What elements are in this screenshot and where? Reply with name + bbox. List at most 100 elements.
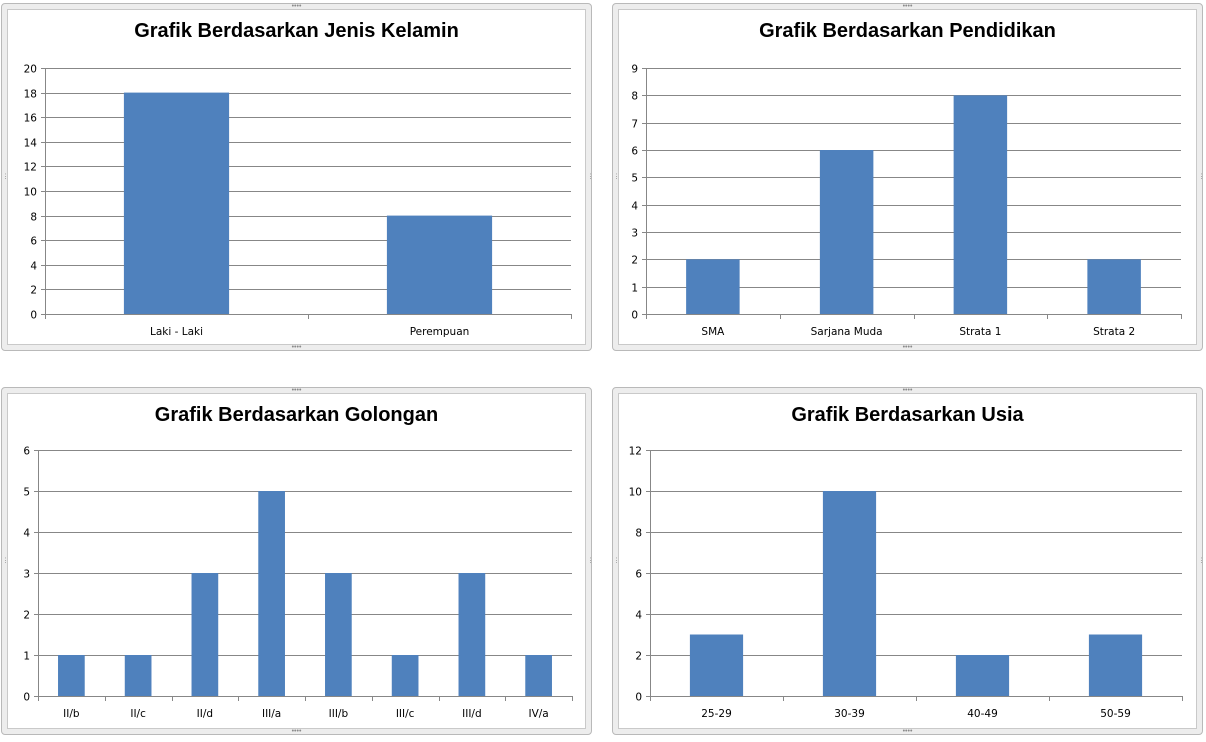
y-tick-label: 10 bbox=[24, 187, 37, 199]
y-tick-label: 2 bbox=[23, 610, 30, 622]
resize-handle-top[interactable]: •••• bbox=[902, 387, 913, 394]
y-tick-label: 6 bbox=[631, 146, 638, 158]
resize-handle-bottom[interactable]: •••• bbox=[902, 344, 913, 351]
y-tick-label: 5 bbox=[23, 487, 30, 499]
x-tick-label: Strata 2 bbox=[1093, 326, 1135, 338]
x-tick-label: 30-39 bbox=[834, 708, 865, 720]
bar-chart: 0 2 4 6 8 10 12 25-29 30-39 40-49 50-59 bbox=[629, 446, 1183, 720]
y-tick-label: 10 bbox=[629, 487, 642, 499]
y-tick-label: 1 bbox=[23, 651, 30, 663]
resize-handle-bottom[interactable]: •••• bbox=[902, 728, 913, 735]
resize-handle-left[interactable]: ⋮ bbox=[613, 173, 620, 181]
x-tick-label: IV/a bbox=[528, 708, 548, 720]
x-tick-label: Sarjana Muda bbox=[811, 326, 883, 338]
bar bbox=[458, 573, 486, 696]
y-tick-label: 4 bbox=[23, 528, 30, 540]
bar bbox=[391, 655, 419, 696]
bar bbox=[819, 150, 874, 314]
resize-handle-right[interactable]: ⋮ bbox=[587, 173, 594, 181]
y-tick-label: 12 bbox=[629, 446, 642, 458]
x-tick-label: II/c bbox=[130, 708, 146, 720]
y-tick-label: 2 bbox=[30, 285, 37, 297]
y-tick-label: 6 bbox=[23, 446, 30, 458]
chart-title: Grafik Berdasarkan Pendidikan bbox=[759, 20, 1056, 42]
bar bbox=[686, 259, 740, 314]
bar bbox=[325, 573, 352, 696]
bar bbox=[525, 655, 552, 696]
chart-area: Grafik Berdasarkan Golongan 0 1 2 3 4 5 6 II/b I… bbox=[7, 393, 586, 729]
y-tick-label: 20 bbox=[24, 64, 37, 76]
bar bbox=[258, 491, 285, 696]
chart-area: Grafik Berdasarkan Jenis Kelamin 0 2 4 6 8 10… bbox=[7, 9, 586, 345]
resize-handle-bottom[interactable]: •••• bbox=[291, 344, 302, 351]
x-tick-label: II/b bbox=[63, 708, 80, 720]
resize-handle-right[interactable]: ⋮ bbox=[1198, 557, 1205, 565]
x-tick-label: III/d bbox=[462, 708, 482, 720]
resize-handle-bottom[interactable]: •••• bbox=[291, 728, 302, 735]
resize-handle-top[interactable]: •••• bbox=[291, 387, 302, 394]
bar bbox=[191, 573, 219, 696]
x-tick-label: Strata 1 bbox=[959, 326, 1001, 338]
chart-title: Grafik Berdasarkan Usia bbox=[791, 404, 1024, 426]
y-tick-label: 18 bbox=[24, 89, 37, 101]
chart-frame-pendidikan[interactable]: •••• •••• ⋮ ⋮ Grafik Berdasarkan Pendidi… bbox=[612, 3, 1205, 351]
x-tick-label: 25-29 bbox=[701, 708, 732, 720]
bar bbox=[953, 95, 1008, 314]
y-tick-label: 6 bbox=[30, 236, 37, 248]
x-tick-label: Laki - Laki bbox=[150, 326, 203, 338]
chart-frame-golongan[interactable]: •••• •••• ⋮ ⋮ Grafik Berdasarkan Golonga… bbox=[1, 387, 594, 735]
y-tick-label: 0 bbox=[30, 310, 37, 322]
bar-chart: 0 2 4 6 8 10 12 14 16 18 20 Laki - Laki Perempuan bbox=[24, 64, 572, 338]
y-tick-label: 1 bbox=[631, 283, 638, 295]
x-tick-label: 50-59 bbox=[1100, 708, 1131, 720]
resize-handle-top[interactable]: •••• bbox=[902, 3, 913, 10]
y-tick-label: 6 bbox=[635, 569, 642, 581]
x-tick-label: II/d bbox=[197, 708, 213, 720]
chart-title: Grafik Berdasarkan Jenis Kelamin bbox=[134, 20, 459, 42]
bar bbox=[822, 491, 877, 696]
y-tick-label: 4 bbox=[631, 201, 638, 213]
y-tick-label: 14 bbox=[24, 138, 38, 150]
resize-handle-right[interactable]: ⋮ bbox=[587, 557, 594, 565]
y-tick-label: 3 bbox=[631, 228, 638, 240]
y-tick-label: 0 bbox=[631, 310, 638, 322]
y-tick-label: 0 bbox=[23, 692, 30, 704]
bar bbox=[1087, 259, 1141, 314]
x-tick-label: 40-49 bbox=[967, 708, 998, 720]
chart-frame-jenis-kelamin[interactable]: •••• •••• ⋮ ⋮ Grafik Berdasarkan Jenis K… bbox=[1, 3, 594, 351]
resize-handle-top[interactable]: •••• bbox=[291, 3, 302, 10]
x-tick-label: III/b bbox=[329, 708, 349, 720]
bar bbox=[689, 634, 744, 696]
bar-chart: 0 1 2 3 4 5 6 II/b II/c II/d III/a III/b III/c III/d I… bbox=[23, 446, 573, 720]
resize-handle-right[interactable]: ⋮ bbox=[1198, 173, 1205, 181]
bar bbox=[124, 655, 152, 696]
resize-handle-left[interactable]: ⋮ bbox=[613, 557, 620, 565]
bar-chart: 0 1 2 3 4 5 6 7 8 9 SMA Sarjana Muda Strata 1 Strata … bbox=[631, 64, 1182, 338]
bar bbox=[955, 655, 1010, 696]
x-tick-label: III/a bbox=[262, 708, 281, 720]
y-tick-label: 4 bbox=[30, 261, 37, 273]
resize-handle-left[interactable]: ⋮ bbox=[2, 173, 9, 181]
bar bbox=[386, 215, 493, 314]
y-tick-label: 8 bbox=[30, 212, 37, 224]
bar bbox=[123, 92, 230, 314]
bar bbox=[58, 655, 85, 696]
chart-area: Grafik Berdasarkan Usia 0 2 4 6 8 10 12 25-29 30… bbox=[618, 393, 1197, 729]
y-tick-label: 5 bbox=[631, 173, 638, 185]
chart-title: Grafik Berdasarkan Golongan bbox=[154, 404, 439, 426]
y-tick-label: 16 bbox=[24, 113, 38, 125]
y-tick-label: 8 bbox=[635, 528, 642, 540]
bar bbox=[1088, 634, 1143, 696]
y-tick-label: 2 bbox=[635, 651, 642, 663]
y-tick-label: 0 bbox=[635, 692, 642, 704]
y-tick-label: 2 bbox=[631, 255, 638, 267]
x-tick-label: Perempuan bbox=[410, 326, 470, 338]
y-tick-label: 4 bbox=[635, 610, 642, 622]
chart-frame-usia[interactable]: •••• •••• ⋮ ⋮ Grafik Berdasarkan Usia 0 2… bbox=[612, 387, 1205, 735]
x-tick-label: SMA bbox=[701, 326, 725, 338]
x-tick-label: III/c bbox=[396, 708, 415, 720]
chart-area: Grafik Berdasarkan Pendidikan 0 1 2 3 4 5 6 7 8 9… bbox=[618, 9, 1197, 345]
y-tick-label: 9 bbox=[631, 64, 638, 76]
y-tick-label: 7 bbox=[631, 119, 638, 131]
resize-handle-left[interactable]: ⋮ bbox=[2, 557, 9, 565]
